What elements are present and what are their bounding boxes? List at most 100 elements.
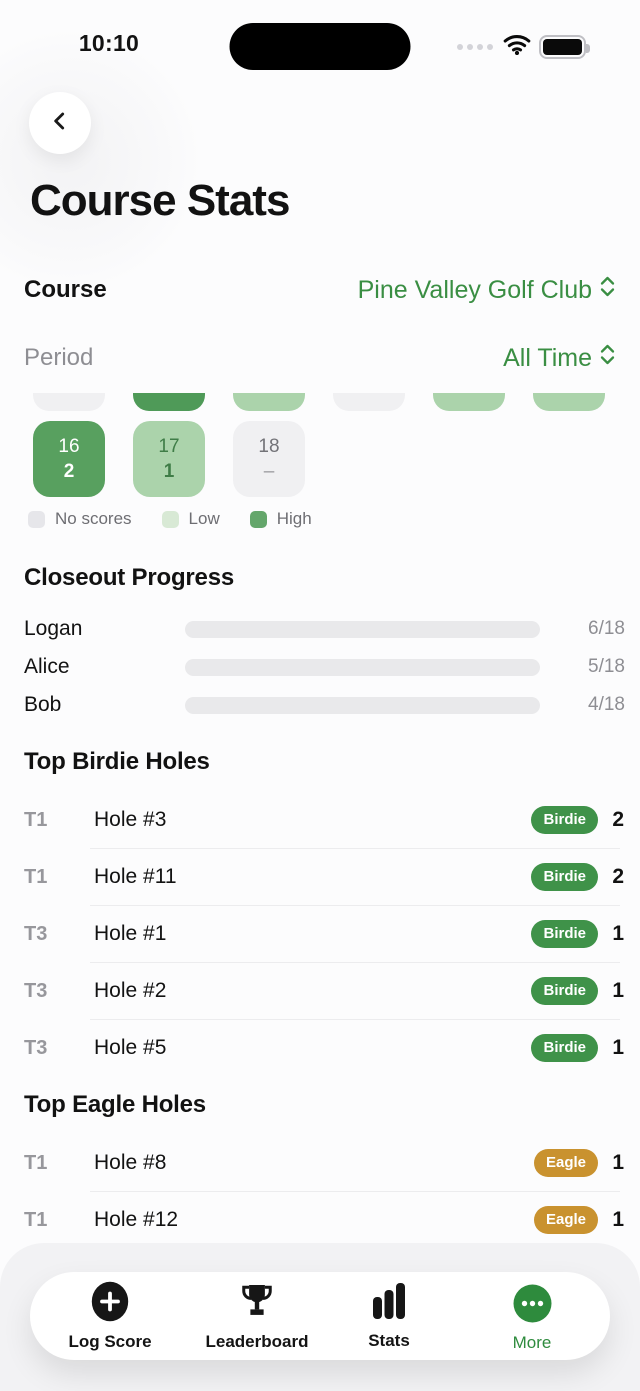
rank-label: T1 — [24, 1151, 48, 1174]
player-name: Alice — [24, 655, 70, 678]
list-item: T1 Hole #11 Birdie 2 — [0, 849, 640, 905]
background-glow — [0, 30, 200, 290]
closeout-progress-list: Logan 6/18 Alice 5/18 Bob 4/18 — [0, 610, 640, 724]
birdie-list: T1 Hole #3 Birdie 2 T1 Hole #11 Birdie 2… — [0, 792, 640, 1076]
legend-label: High — [276, 509, 312, 528]
ellipsis-icon — [513, 1284, 552, 1328]
birdie-badge: Birdie — [531, 1034, 598, 1062]
page-title: Course Stats — [30, 176, 290, 225]
progress-value: 4/18 — [588, 694, 625, 715]
hole-score: 2 — [63, 460, 75, 482]
hole-number: 18 — [258, 435, 280, 457]
bar-chart-icon — [371, 1281, 407, 1326]
closeout-section-title: Closeout Progress — [24, 564, 234, 591]
list-item: T1 Hole #3 Birdie 2 — [0, 792, 640, 848]
birdie-badge: Birdie — [531, 977, 598, 1005]
list-item: T3 Hole #5 Birdie 1 — [0, 1020, 640, 1076]
birdie-badge: Birdie — [531, 863, 598, 891]
hole-score: 1 — [163, 460, 175, 482]
trophy-icon — [238, 1281, 276, 1327]
hole-label: Hole #11 — [94, 865, 177, 888]
wifi-icon — [503, 34, 531, 60]
progress-row: Alice 5/18 — [0, 648, 640, 686]
heatmap-legend: No scores Low High — [28, 509, 312, 529]
hole-score: – — [263, 460, 275, 482]
count-label: 1 — [612, 1036, 624, 1059]
tab-label: More — [512, 1333, 552, 1352]
hole-number: 16 — [58, 435, 80, 457]
birdie-badge: Birdie — [531, 806, 598, 834]
legend-swatch-high — [249, 510, 267, 528]
course-value: Pine Valley Golf Club — [357, 275, 592, 304]
tab-leaderboard[interactable]: Leaderboard — [190, 1272, 324, 1360]
chevron-left-icon — [47, 108, 73, 139]
hole-label: Hole #8 — [94, 1151, 167, 1174]
hole-grid: 16 2 17 1 18 – — [0, 421, 640, 497]
player-name: Logan — [24, 617, 83, 640]
status-icons — [457, 34, 590, 60]
course-selector[interactable]: Pine Valley Golf Club — [358, 274, 616, 306]
progress-value: 5/18 — [588, 656, 625, 677]
progress-bar — [185, 696, 540, 714]
rank-label: T3 — [24, 979, 48, 1002]
tab-bar: Log Score Leaderboard Stats — [30, 1272, 610, 1360]
hole-cell: 16 2 — [33, 421, 105, 497]
hole-cell-partial — [333, 393, 405, 411]
hole-label: Hole #3 — [94, 808, 167, 831]
progress-bar — [185, 620, 540, 638]
battery-icon — [539, 35, 590, 59]
row-divider — [90, 848, 620, 849]
row-divider — [90, 905, 620, 906]
tab-stats[interactable]: Stats — [324, 1272, 454, 1360]
count-label: 1 — [612, 922, 624, 945]
rank-label: T3 — [24, 922, 48, 945]
legend-label: Low — [188, 509, 220, 528]
list-item: T3 Hole #1 Birdie 1 — [0, 906, 640, 962]
eagle-section-title: Top Eagle Holes — [24, 1091, 206, 1118]
hole-cell: 18 – — [233, 421, 305, 497]
legend-swatch-low — [161, 510, 179, 528]
hole-cell: 17 1 — [133, 421, 205, 497]
tab-log-score[interactable]: Log Score — [30, 1272, 190, 1360]
back-button[interactable] — [29, 92, 91, 154]
list-item: T1 Hole #8 Eagle 1 — [0, 1135, 640, 1191]
count-label: 1 — [612, 1208, 624, 1231]
dynamic-island — [229, 23, 411, 70]
hole-cell-partial — [433, 393, 505, 411]
row-divider — [90, 1191, 620, 1192]
eagle-badge: Eagle — [533, 1206, 598, 1234]
tab-more[interactable]: More — [454, 1272, 610, 1360]
tab-label: Log Score — [68, 1331, 152, 1351]
course-label: Course — [24, 276, 107, 303]
list-item: T3 Hole #2 Birdie 1 — [0, 963, 640, 1019]
hole-label: Hole #12 — [94, 1208, 179, 1231]
hole-grid-clipped-row — [0, 393, 640, 411]
rank-label: T1 — [24, 808, 48, 831]
chevron-up-down-icon — [599, 274, 616, 306]
legend-label: No scores — [55, 509, 132, 528]
hole-cell-partial — [133, 393, 205, 411]
plus-circle-icon — [91, 1281, 129, 1327]
hole-number: 17 — [158, 435, 180, 457]
hole-cell-partial — [33, 393, 105, 411]
progress-row: Bob 4/18 — [0, 686, 640, 724]
row-divider — [90, 1019, 620, 1020]
birdie-section-title: Top Birdie Holes — [24, 748, 210, 775]
progress-value: 6/18 — [588, 618, 625, 639]
tab-label: Stats — [368, 1331, 410, 1350]
time-display: 10:10 — [78, 30, 140, 56]
signal-dots-icon — [457, 44, 493, 50]
rank-label: T1 — [24, 865, 48, 888]
hole-label: Hole #2 — [94, 979, 167, 1002]
count-label: 2 — [612, 865, 624, 888]
period-selector[interactable]: All Time — [503, 342, 616, 374]
progress-bar — [185, 658, 540, 676]
period-label: Period — [24, 344, 94, 371]
row-divider — [90, 962, 620, 963]
list-item: T1 Hole #12 Eagle 1 — [0, 1192, 640, 1248]
chevron-up-down-icon — [599, 342, 616, 374]
rank-label: T3 — [24, 1036, 48, 1059]
legend-item: No scores — [28, 509, 132, 529]
player-name: Bob — [24, 693, 62, 716]
hole-cell-partial — [533, 393, 605, 411]
